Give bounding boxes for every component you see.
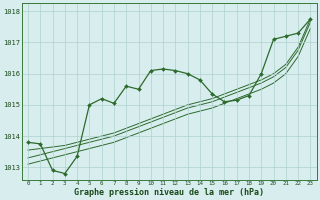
X-axis label: Graphe pression niveau de la mer (hPa): Graphe pression niveau de la mer (hPa) — [74, 188, 264, 197]
